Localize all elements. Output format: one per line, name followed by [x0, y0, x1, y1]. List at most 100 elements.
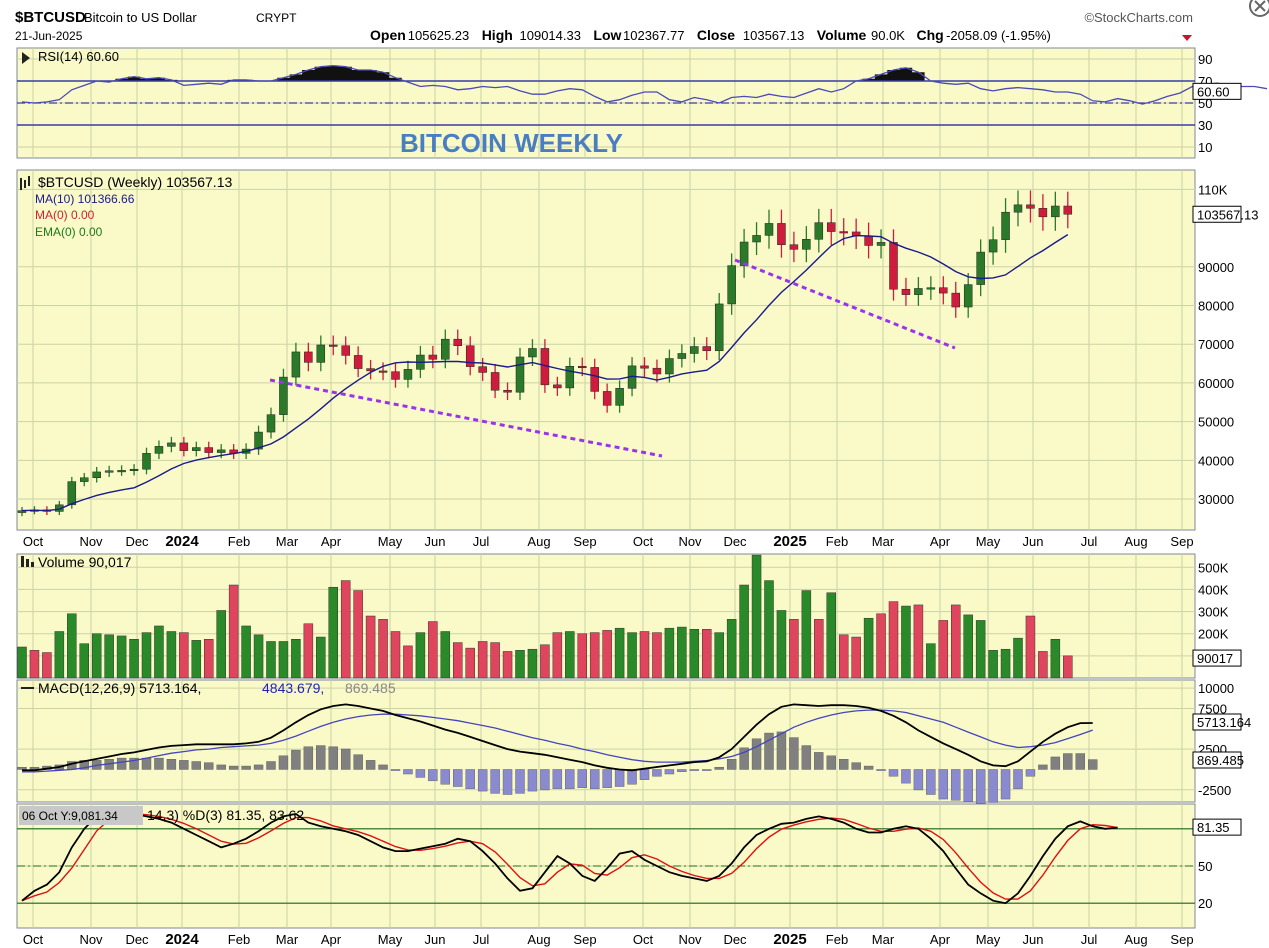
candle-body: [1013, 204, 1023, 213]
price-tick-label: 70000: [1198, 337, 1234, 352]
macd-histogram-bar: [913, 769, 924, 791]
macd-histogram-bar: [789, 737, 799, 770]
volume-bar: [652, 632, 662, 679]
stochastic-tick-label: 20: [1198, 896, 1212, 911]
volume-bar: [888, 601, 899, 679]
close-icon[interactable]: [1249, 0, 1269, 17]
macd-histogram-bar: [627, 769, 637, 785]
candle-body: [602, 391, 612, 406]
macd-histogram-bar: [204, 762, 214, 770]
volume-bar: [91, 633, 102, 679]
ohlc-label: Low: [593, 27, 621, 43]
macd-last-value-box: [1192, 713, 1242, 731]
date-axis-label: Apr: [930, 932, 951, 947]
volume-bar: [577, 633, 587, 679]
macd-histogram-bar: [689, 769, 699, 771]
volume-bar: [440, 631, 451, 679]
macd-histogram-bar: [739, 747, 749, 770]
symbol: $BTCUSD: [15, 9, 86, 26]
date-axis-label: Jun: [1023, 534, 1044, 549]
candle-body: [889, 242, 898, 290]
candle-body: [802, 239, 811, 250]
candle-body: [478, 366, 487, 373]
macd-histogram-bar: [702, 769, 712, 771]
candle-body: [690, 346, 699, 354]
macd-line: [22, 703, 1093, 772]
date-axis-label: Mar: [276, 534, 299, 549]
macd-hist-last-value-box: [1192, 751, 1242, 769]
volume-bar: [228, 584, 239, 679]
stochastic-hover-label: 06 Oct Y:9,081.34: [22, 809, 118, 823]
candle-body: [727, 265, 736, 305]
date-axis-label: Aug: [1124, 932, 1147, 947]
volume-bar: [901, 605, 911, 679]
volume-bar: [79, 643, 89, 679]
volume-bar: [639, 631, 650, 679]
rsi-title: RSI(14) 60.60: [38, 49, 119, 64]
macd-histogram-bar: [428, 769, 438, 782]
volume-bar: [664, 627, 675, 679]
macd-histogram-bar: [17, 766, 27, 770]
candle-body: [167, 442, 176, 447]
candle-body: [428, 354, 438, 360]
macd-histogram-bar: [652, 769, 662, 777]
volume-bar: [166, 631, 177, 679]
volume-bar: [913, 604, 924, 679]
volume-bar: [216, 610, 226, 679]
macd-histogram-bar: [851, 762, 861, 770]
candle-body: [939, 287, 948, 294]
price-panel-icon: [20, 176, 30, 190]
macd-histogram-bar: [465, 769, 475, 790]
rsi-line: [21, 64, 1268, 105]
chart-watermark: BITCOIN WEEKLY: [400, 128, 623, 158]
date-axis-label: Mar: [276, 932, 299, 947]
candle-body: [216, 449, 226, 453]
price-tick-label: 110K: [1198, 182, 1228, 197]
volume-bar: [726, 619, 737, 679]
rsi-overbought-fill: [115, 65, 925, 81]
macd-histogram-bar: [216, 764, 226, 770]
volume-bar: [801, 590, 812, 679]
date-axis-label: Apr: [321, 932, 342, 947]
candle-body: [976, 251, 985, 285]
macd-histogram-value: 869.485: [345, 680, 396, 696]
volume-bar: [764, 580, 774, 679]
candle-body: [266, 414, 276, 433]
price-last-value-box: [1192, 205, 1242, 223]
date-axis-label: Nov: [678, 534, 702, 549]
candle-body: [553, 384, 562, 389]
date-axis-label: Oct: [23, 534, 44, 549]
macd-histogram-bar: [453, 769, 463, 787]
volume-bar: [963, 614, 973, 679]
ohlc-value: -2058.09 (-1.95%): [946, 28, 1051, 43]
volume-bar: [776, 610, 787, 679]
macd-histogram-bar: [590, 769, 600, 790]
date-axis-label: Jun: [425, 932, 446, 947]
candle-body: [926, 287, 936, 290]
date-axis-label: Jul: [1081, 534, 1098, 549]
volume-bar: [328, 586, 338, 679]
volume-bars-icon: [21, 556, 34, 567]
candle-body: [615, 388, 624, 406]
macd-histogram-bar: [1063, 753, 1073, 770]
macd-histogram-bar: [228, 765, 239, 770]
date-axis-label: Apr: [321, 534, 342, 549]
date-axis-label: Aug: [1124, 534, 1147, 549]
volume-bar: [129, 639, 139, 679]
macd-histogram-bar: [79, 760, 89, 770]
macd-histogram-bar: [1000, 769, 1011, 800]
macd-histogram-bar: [664, 769, 675, 775]
volume-bar: [552, 632, 563, 679]
volume-bar: [876, 613, 886, 679]
macd-histogram-bar: [826, 755, 836, 770]
candle-body: [777, 223, 786, 245]
volume-bar: [266, 641, 276, 679]
macd-histogram-bar: [1025, 769, 1036, 777]
candle-body: [515, 356, 525, 393]
candle-body: [827, 222, 836, 232]
volume-tick-label: 200K: [1198, 627, 1229, 642]
chart-date: 21-Jun-2025: [15, 29, 83, 43]
candle-body: [578, 366, 587, 369]
date-axis-label: Mar: [872, 932, 895, 947]
macd-histogram-bar: [801, 745, 812, 770]
